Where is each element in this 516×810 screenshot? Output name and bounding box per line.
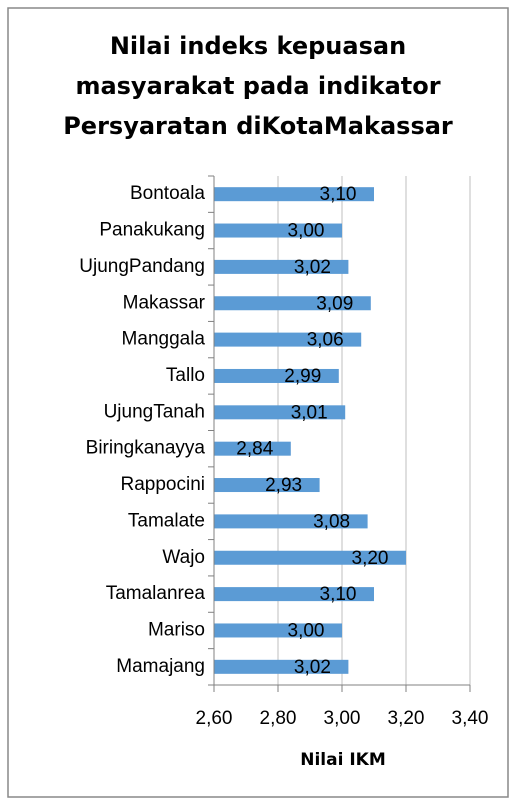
- bar: [214, 368, 339, 383]
- y-tick-label: UjungTanah: [104, 401, 205, 422]
- data-label: 3,02: [294, 257, 331, 278]
- data-label: 3,00: [288, 221, 325, 242]
- data-label: 3,00: [288, 620, 325, 641]
- bar: [214, 623, 342, 638]
- bar: [214, 296, 371, 311]
- y-tick-label: Tallo: [166, 365, 205, 386]
- bar: [214, 223, 342, 238]
- y-tick-label: Biringkanayya: [86, 438, 206, 459]
- y-tick-label: Bontoala: [130, 183, 205, 204]
- bar: [214, 405, 346, 420]
- bar: [214, 187, 374, 202]
- data-label: 2,84: [236, 439, 273, 460]
- bar: [214, 332, 362, 347]
- bar: [214, 259, 349, 274]
- x-tick-label: 2,80: [260, 708, 297, 729]
- bar: [214, 587, 374, 602]
- data-label: 3,10: [320, 184, 357, 205]
- y-tick-label: Makassar: [123, 292, 206, 313]
- y-tick-label: Tamalate: [128, 510, 205, 531]
- data-label: 3,01: [291, 402, 328, 423]
- x-tick-label: 2,60: [196, 708, 233, 729]
- y-tick-label: Wajo: [162, 547, 205, 568]
- y-tick-label: UjungPandang: [79, 256, 205, 277]
- data-label: 3,20: [352, 548, 389, 569]
- bar: [214, 550, 406, 565]
- y-tick-label: Rappocini: [121, 474, 206, 495]
- y-tick-label: Panakukang: [99, 220, 205, 241]
- chart-title: Persyaratan diKotaMakassar: [63, 112, 453, 140]
- y-tick-label: Mamajang: [116, 656, 205, 677]
- bar: [214, 659, 349, 674]
- x-tick-label: 3,00: [324, 708, 361, 729]
- data-label: 2,93: [265, 475, 302, 496]
- x-axis-label: Nilai IKM: [300, 750, 386, 770]
- x-tick-label: 3,40: [452, 708, 489, 729]
- bar: [214, 478, 320, 493]
- y-tick-label: Manggala: [122, 329, 206, 350]
- data-label: 3,02: [294, 657, 331, 678]
- bar: [214, 441, 291, 456]
- bar: [214, 514, 368, 529]
- data-label: 3,08: [313, 511, 350, 532]
- x-tick-label: 3,20: [388, 708, 425, 729]
- data-label: 3,09: [316, 293, 353, 314]
- chart-title: Nilai indeks kepuasan: [110, 32, 406, 60]
- y-tick-label: Mariso: [148, 619, 205, 640]
- y-tick-label: Tamalanrea: [106, 583, 206, 604]
- data-label: 3,06: [307, 330, 344, 351]
- data-label: 3,10: [320, 584, 357, 605]
- data-label: 2,99: [284, 366, 321, 387]
- chart-title: masyarakat pada indikator: [75, 72, 440, 100]
